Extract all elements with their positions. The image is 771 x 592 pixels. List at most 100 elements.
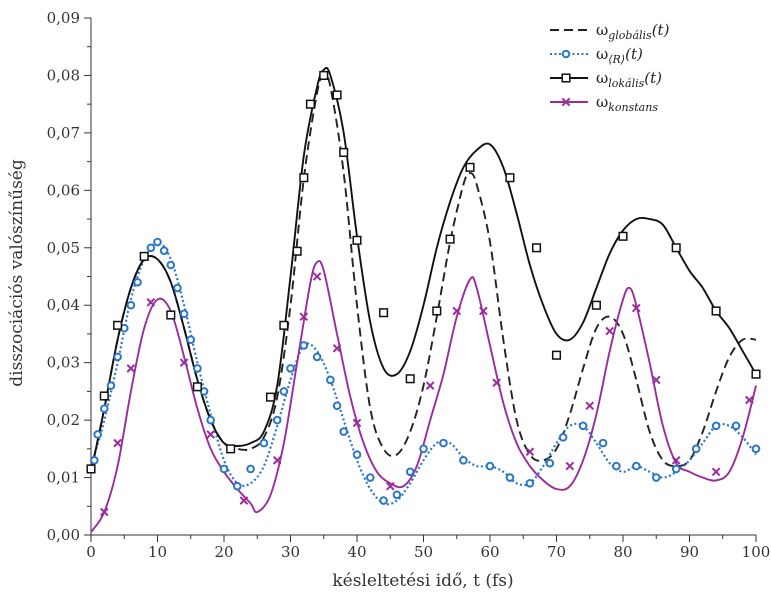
data-point-lokalis — [339, 147, 349, 157]
data-point-konstans — [565, 461, 575, 471]
y-tick-group: 0,00 0,01 0,02 0,03 0,04 0,05 0,06 0,07 0,08 0,09 — [47, 9, 91, 544]
x-tick-label: 0 — [86, 543, 96, 561]
x-axis-title: késleltetési idő, t (fs) — [332, 571, 513, 591]
legend-label: ωglobális(t) — [596, 21, 670, 42]
data-point-R — [326, 375, 335, 385]
data-point-lokalis — [551, 350, 562, 360]
data-point-R — [731, 421, 741, 431]
data-point-R — [179, 309, 189, 319]
data-point-R — [166, 260, 176, 270]
x-tick-label: 70 — [547, 543, 566, 561]
data-point-R — [505, 473, 515, 482]
y-tick-label: 0,07 — [47, 124, 80, 142]
legend-item-R: ω⟨R⟩(t) — [550, 45, 643, 66]
data-point-konstans — [425, 381, 435, 390]
data-point-R — [525, 479, 535, 488]
data-point-lokalis — [751, 369, 761, 379]
data-point-lokalis — [292, 246, 302, 256]
data-point-R — [379, 496, 388, 505]
data-point-lokalis — [226, 444, 236, 454]
data-point-R — [352, 450, 362, 459]
x-tick-group: 0 10 20 30 40 50 60 70 80 90 100 — [86, 535, 770, 561]
data-point-lokalis — [618, 231, 628, 241]
data-point-R — [259, 438, 269, 448]
data-point-R — [612, 461, 621, 471]
data-point-konstans — [332, 343, 342, 353]
y-axis-title: disszociációs valószínűség — [7, 159, 27, 387]
data-point-konstans — [352, 418, 362, 428]
series-line-lokalis — [90, 66, 757, 472]
data-point-konstans — [711, 467, 721, 477]
y-tick-label: 0,02 — [47, 411, 80, 429]
data-point-lokalis — [379, 308, 389, 318]
data-point-R — [405, 467, 415, 477]
legend-label: ωkonstans — [596, 93, 658, 114]
data-point-R — [146, 243, 156, 253]
data-point-R — [578, 421, 588, 431]
data-point-lokalis — [671, 243, 681, 253]
data-point-R — [246, 464, 255, 474]
x-tick-label: 90 — [680, 543, 699, 561]
legend-label: ω⟨R⟩(t) — [596, 45, 643, 66]
data-point-lokalis — [445, 234, 455, 244]
data-point-lokalis — [299, 173, 309, 183]
data-point-R — [459, 456, 468, 465]
data-point-lokalis — [279, 320, 289, 330]
data-point-R — [366, 473, 375, 482]
series-line-konstans — [90, 259, 757, 533]
data-point-R — [632, 461, 641, 471]
data-point-lokalis — [139, 251, 149, 261]
data-point-R — [93, 430, 102, 439]
y-tick-label: 0,06 — [47, 181, 80, 199]
data-point-R — [106, 381, 116, 390]
data-point-R — [206, 415, 215, 425]
axes: 0 10 20 30 40 50 60 70 80 90 100 0,000,010,020,030… — [47, 9, 771, 561]
data-point-R — [691, 444, 701, 454]
y-tick-label: 0,01 — [47, 469, 80, 487]
data-point-R — [199, 387, 209, 396]
data-point-konstans — [99, 507, 109, 517]
data-point-konstans — [585, 401, 595, 411]
data-point-R — [272, 415, 282, 425]
data-point-lokalis — [99, 391, 109, 401]
data-point-konstans — [385, 481, 395, 491]
data-point-lokalis — [591, 300, 601, 310]
series-lines — [89, 66, 757, 533]
data-point-konstans — [525, 447, 535, 457]
data-point-konstans — [479, 306, 488, 316]
data-point-R — [90, 456, 99, 465]
series-markers — [86, 70, 761, 517]
legend-item-konstans: ωkonstans — [550, 93, 658, 114]
y-tick-label: 0,05 — [47, 239, 80, 257]
data-point-R — [558, 433, 568, 442]
data-point-R — [186, 335, 196, 344]
legend-marker — [561, 73, 571, 83]
data-point-lokalis — [532, 243, 542, 253]
data-point-R — [671, 464, 681, 474]
data-point-konstans — [452, 306, 462, 316]
data-point-lokalis — [505, 173, 515, 183]
data-point-konstans — [113, 438, 122, 448]
x-tick-label: 10 — [148, 543, 167, 561]
data-point-lokalis — [266, 392, 276, 402]
data-point-konstans — [651, 375, 661, 385]
data-point-lokalis — [711, 306, 721, 316]
data-point-R — [312, 352, 322, 362]
legend-item-lokalis: ωlokális(t) — [550, 69, 662, 90]
data-point-lokalis — [192, 382, 202, 392]
data-point-lokalis — [86, 464, 96, 474]
data-point-lokalis — [465, 162, 475, 172]
data-point-R — [339, 427, 349, 436]
data-point-konstans — [312, 272, 322, 281]
x-tick-label: 20 — [214, 543, 233, 561]
data-point-konstans — [299, 312, 309, 322]
data-point-R — [485, 461, 495, 471]
data-point-R — [279, 387, 289, 396]
series-line-globalis — [90, 73, 757, 472]
data-point-R — [173, 283, 182, 293]
data-point-R — [113, 352, 122, 362]
data-point-R — [439, 438, 448, 448]
data-point-lokalis — [166, 310, 176, 320]
data-point-konstans — [239, 496, 249, 505]
